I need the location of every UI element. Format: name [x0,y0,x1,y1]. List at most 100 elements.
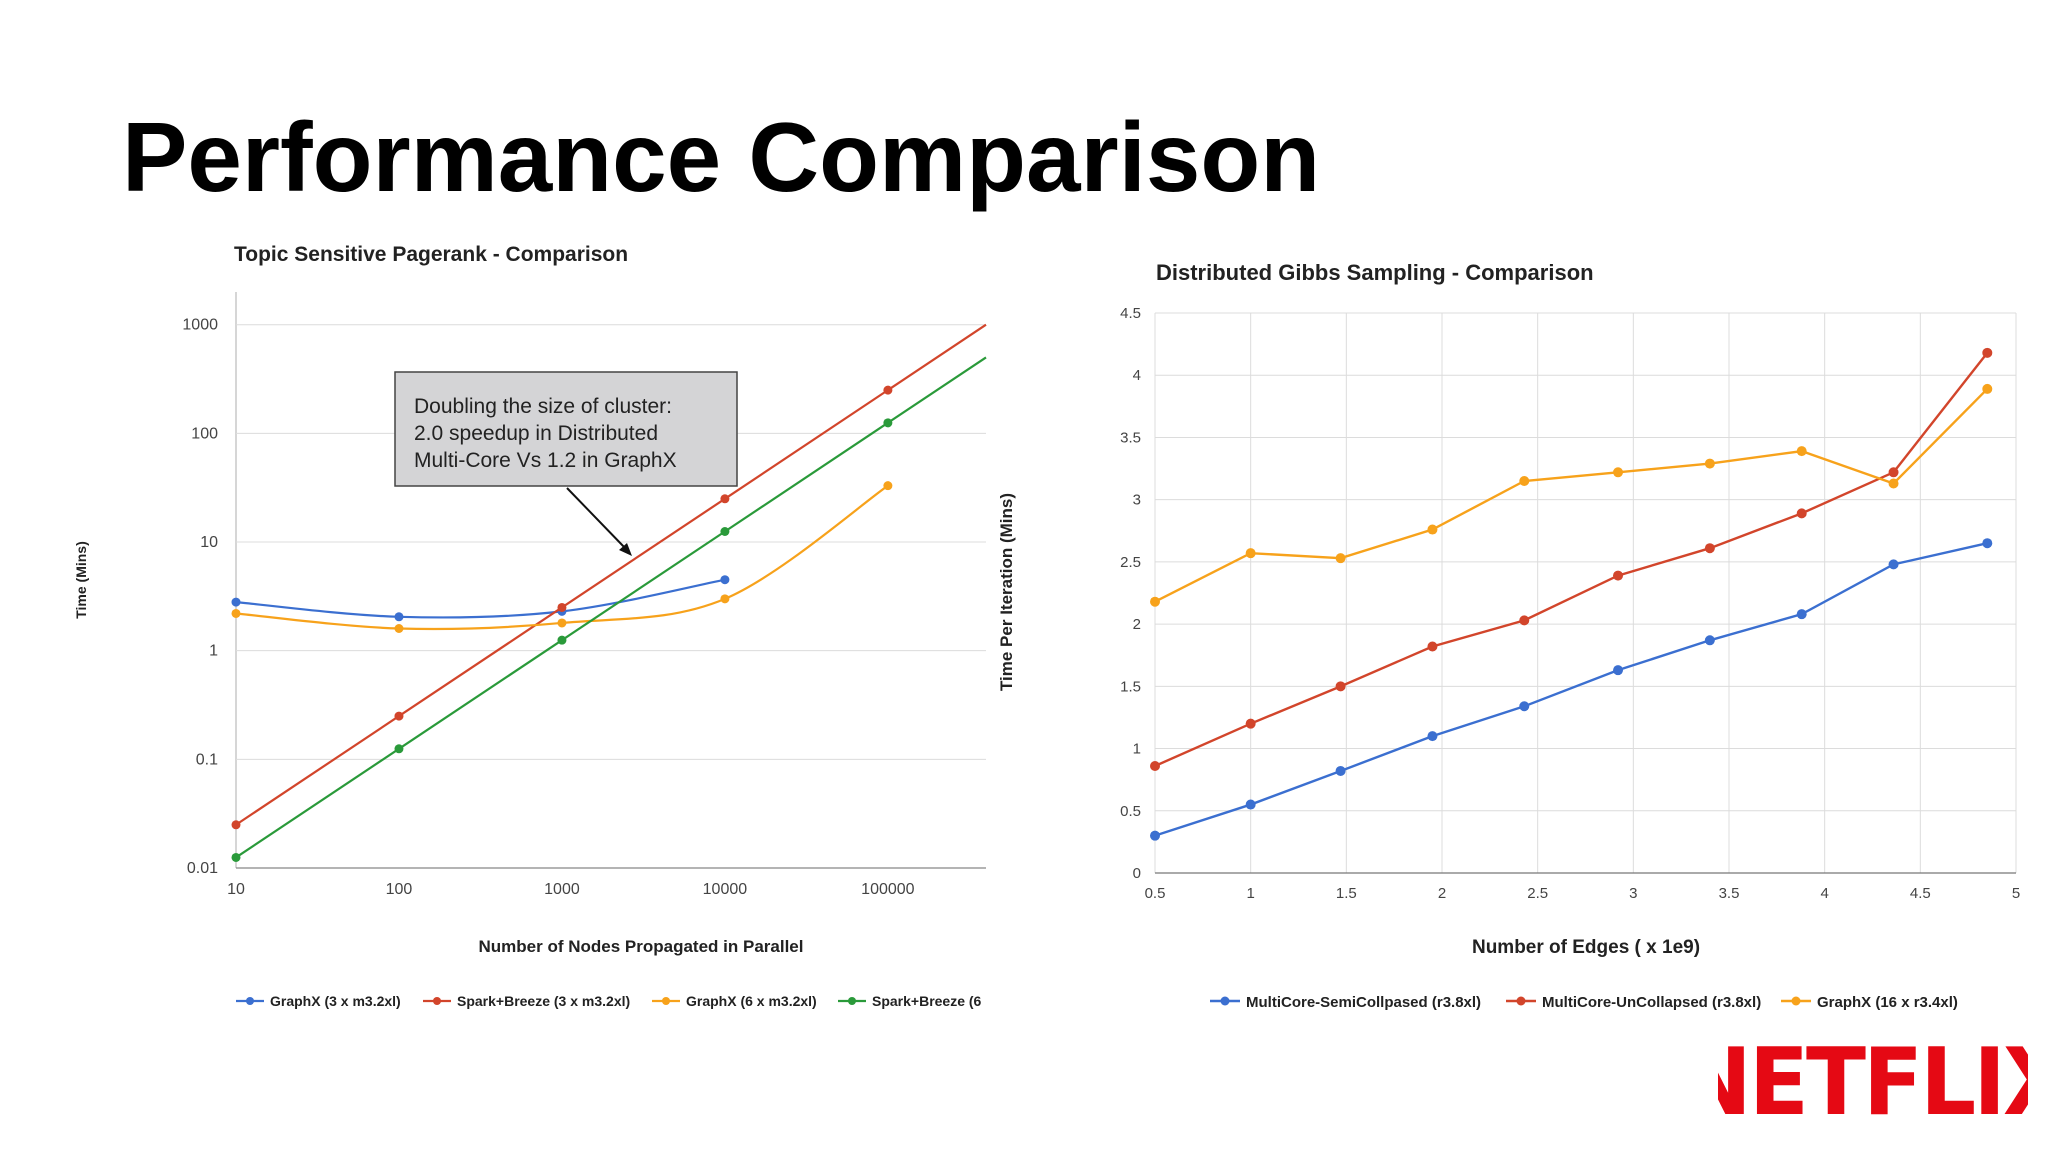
data-point [394,744,404,754]
legend-label: MultiCore-SemiCollpased (r3.8xl) [1246,994,1481,1011]
data-point [1335,765,1346,776]
data-point [557,635,567,645]
x-tick-label: 4 [1820,885,1828,902]
data-point [1613,570,1624,581]
x-tick-label: 3.5 [1719,885,1740,902]
netflix-logo: NETFLIX [1718,1029,2028,1123]
netflix-logo-text: NETFLIX [1718,1029,2028,1123]
legend-marker [1516,996,1526,1006]
data-point [1704,635,1715,646]
legend-label: GraphX (6 x m3.2xl) [686,993,817,1009]
y-tick-label: 0 [1133,865,1141,882]
data-point [883,481,893,491]
data-point [1982,538,1993,549]
x-axis-label: Number of Nodes Propagated in Parallel [479,937,804,956]
data-point [394,711,404,721]
data-point [557,618,567,628]
data-point [1519,615,1530,626]
annotation-box [394,371,738,487]
data-point [720,494,730,504]
data-point [883,418,893,428]
annotation-line: Multi-Core Vs 1.2 in GraphX [414,449,677,472]
x-tick-label: 3 [1629,885,1637,902]
data-point [1150,596,1160,607]
y-tick-label: 1 [1133,741,1141,758]
series-layer [1150,347,1993,841]
x-tick-label: 1 [1246,885,1254,902]
data-point [231,820,241,830]
x-tick-label: 2.5 [1527,885,1548,902]
data-point [394,612,404,622]
data-point [231,597,241,607]
y-tick-label: 3.5 [1120,429,1141,446]
data-point [231,852,241,862]
y-tick-label: 10 [200,534,218,551]
data-point [720,575,730,585]
x-tick-label: 10 [227,881,245,898]
legend: GraphX (3 x m3.2xl) Spark+Breeze (3 x m3.… [236,993,982,1009]
y-tick-label: 1 [209,643,218,660]
x-tick-label: 1.5 [1336,885,1357,902]
data-point [1796,446,1807,457]
legend: MultiCore-SemiCollpased (r3.8xl) MultiCor… [1210,994,1958,1011]
y-tick-label: 0.5 [1120,803,1141,820]
series-line [235,578,726,619]
data-point [1982,347,1993,358]
data-point [1335,553,1346,564]
data-point [1427,731,1438,742]
y-tick-label: 1000 [182,317,218,334]
series-line [1154,352,1989,768]
x-axis-label: Number of Edges ( x 1e9) [1472,937,1700,958]
data-point [1613,467,1624,478]
data-point [1796,508,1807,519]
data-point [1519,476,1530,486]
annotation-line: Doubling the size of cluster: [414,395,672,418]
data-point [394,624,404,634]
chart-title: Topic Sensitive Pagerank - Comparison [234,243,628,266]
x-tick-label: 10000 [703,881,748,898]
grid [1154,312,2017,874]
data-point [1888,559,1899,570]
annotation-line: 2.0 speedup in Distributed [414,422,658,445]
y-tick-label: 0.01 [187,860,218,877]
data-point [1427,641,1438,652]
data-point [1335,681,1346,692]
x-tick-label: 2 [1438,885,1446,902]
legend-marker [246,997,254,1005]
arrow-head-icon [619,543,632,556]
x-tick-label: 4.5 [1910,885,1931,902]
legend-marker [848,997,856,1005]
data-point [720,594,730,604]
data-point [1245,548,1256,559]
legend-label: Spark+Breeze (3 x m3.2xl) [457,993,630,1009]
y-tick-label: 2 [1133,616,1141,633]
x-tick-label: 100 [386,881,413,898]
legend-marker [433,997,441,1005]
y-tick-label: 0.1 [196,751,218,768]
data-point [1704,543,1715,554]
x-tick-label: 1000 [544,881,580,898]
series-layer [231,323,987,862]
legend-marker [662,997,670,1005]
y-tick-label: 1.5 [1120,678,1141,695]
data-point [557,602,567,612]
x-tick-label: 100000 [861,881,914,898]
data-point [231,608,241,618]
y-tick-label: 4.5 [1120,305,1141,322]
series-line [1154,388,1989,603]
series-line [1154,542,1988,837]
series-line [235,323,987,826]
data-point [1888,467,1899,478]
y-tick-label: 3 [1133,492,1141,509]
annotation-callout: Doubling the size of cluster: 2.0 speedu… [394,371,738,556]
y-axis-label: Time (Mins) [73,541,89,619]
data-point [1982,383,1993,394]
chart-title: Distributed Gibbs Sampling - Comparison [1156,260,1594,285]
annotation-arrow [566,487,627,550]
x-tick-label: 5 [2012,885,2020,902]
data-point [883,385,893,395]
y-axis-label: Time Per Iteration (Mins) [997,493,1016,691]
legend-marker [1220,996,1230,1006]
